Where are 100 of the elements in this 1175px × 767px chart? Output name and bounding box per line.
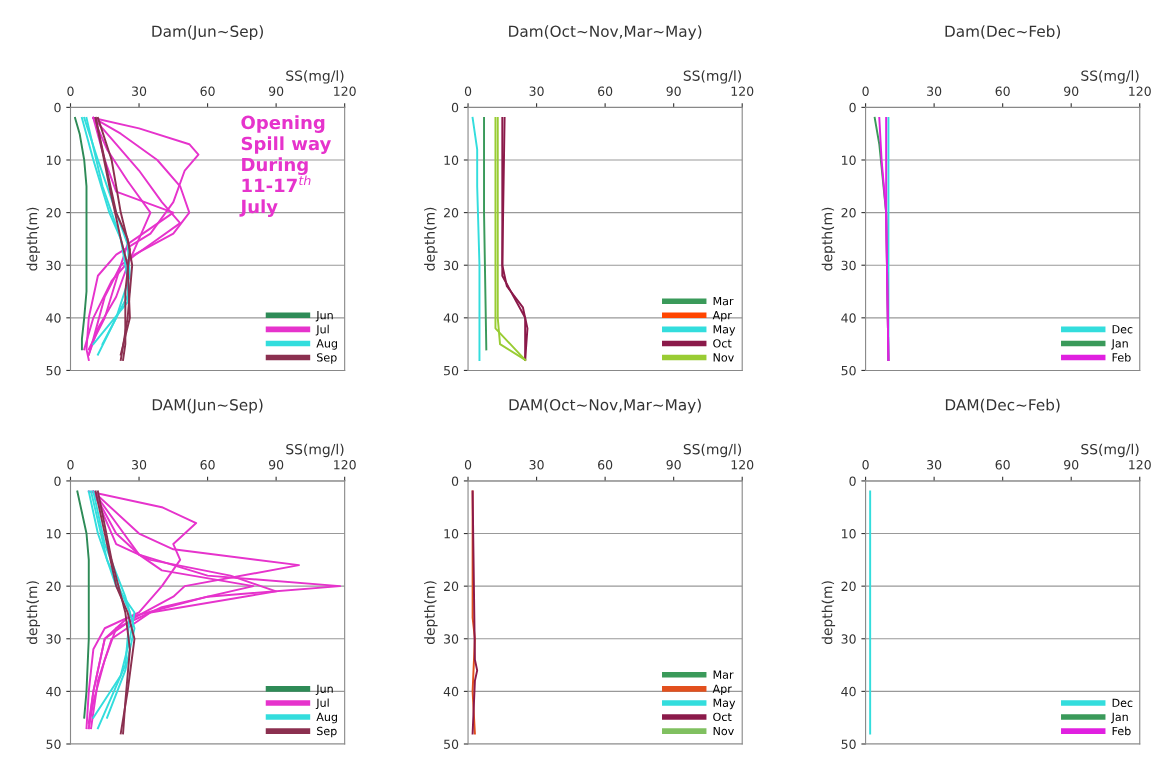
x-tick-label: 0 xyxy=(67,86,74,96)
x-tick-label: 0 xyxy=(464,460,472,470)
y-tick-label: 0 xyxy=(451,476,459,486)
x-tick-label: 60 xyxy=(995,460,1010,470)
x-tick-label: 120 xyxy=(731,460,754,470)
x-tick-label: 0 xyxy=(464,86,472,96)
chart-title: Dam(Oct~Nov,Mar~May) xyxy=(509,25,702,40)
chart-title: Dam(Jun~Sep) xyxy=(152,25,263,40)
y-axis-title: depth(m) xyxy=(26,207,41,271)
chart-title: DAM(Dec~Feb) xyxy=(945,398,1060,413)
y-tick-label: 20 xyxy=(46,581,61,592)
x-tick-label: 90 xyxy=(666,86,681,96)
x-tick-label: 120 xyxy=(1129,460,1151,470)
legend-label: Nov xyxy=(713,353,734,362)
legend-label: Aug xyxy=(316,339,337,350)
y-axis-title: depth(m) xyxy=(821,581,836,645)
x-axis-title: SS(mg/l) xyxy=(683,443,742,458)
x-tick-label: 0 xyxy=(862,86,869,96)
y-tick-label: 50 xyxy=(444,365,459,376)
x-axis-title: SS(mg/l) xyxy=(1081,443,1139,458)
y-tick-label: 50 xyxy=(444,739,459,749)
y-tick-label: 0 xyxy=(849,102,856,113)
x-tick-label: 120 xyxy=(1129,86,1151,96)
legend-label: Jul xyxy=(315,324,329,336)
chart-title: Dam(Dec~Feb) xyxy=(945,25,1061,39)
y-tick-label: 30 xyxy=(444,634,459,644)
y-tick-label: 20 xyxy=(841,581,856,592)
legend-label: Nov xyxy=(713,726,734,736)
legend-label: Apr xyxy=(712,684,732,696)
x-tick-label: 90 xyxy=(268,460,284,470)
x-tick-label: 60 xyxy=(598,86,613,96)
text: Opening Spill way During 11-17$^{th}$ July xyxy=(239,115,332,217)
y-axis-title: depth(m) xyxy=(821,207,836,271)
y-axis-title: depth(m) xyxy=(424,581,438,645)
x-axis-title: SS(mg/l) xyxy=(286,443,344,458)
x-tick-label: 30 xyxy=(132,460,147,470)
y-axis-title: depth(m) xyxy=(26,581,41,645)
y-tick-label: 30 xyxy=(841,634,856,644)
x-tick-label: 120 xyxy=(334,86,356,96)
legend-label: Mar xyxy=(713,670,734,679)
legend-label: Feb xyxy=(1112,353,1131,362)
x-tick-label: 90 xyxy=(666,460,681,470)
x-tick-label: 30 xyxy=(529,86,544,96)
x-tick-label: 120 xyxy=(731,86,754,96)
legend-label: Jul xyxy=(315,698,329,710)
legend-label: Jan xyxy=(1111,712,1128,724)
y-tick-label: 10 xyxy=(842,529,856,539)
y-tick-label: 0 xyxy=(54,476,61,486)
y-tick-label: 20 xyxy=(46,208,61,218)
chart-title: DAM(Jun~Sep) xyxy=(152,398,263,414)
x-tick-label: 30 xyxy=(132,86,147,96)
legend-label: Dec xyxy=(1112,698,1133,707)
x-tick-label: 60 xyxy=(995,86,1010,96)
y-tick-label: 10 xyxy=(46,155,61,165)
legend-label: May xyxy=(713,325,736,336)
x-tick-label: 60 xyxy=(200,460,215,470)
chart-title: DAM(Oct~Nov,Mar~May) xyxy=(509,398,701,414)
x-axis-title: SS(mg/l) xyxy=(1081,70,1139,84)
y-tick-label: 0 xyxy=(849,476,856,486)
y-tick-label: 40 xyxy=(46,686,61,697)
y-tick-label: 40 xyxy=(841,313,856,323)
x-axis-title: SS(mg/l) xyxy=(683,70,742,84)
x-tick-label: 0 xyxy=(67,460,74,470)
legend-label: Sep xyxy=(317,353,337,364)
legend-label: Jun xyxy=(315,311,333,322)
y-tick-label: 20 xyxy=(444,581,459,592)
y-tick-label: 40 xyxy=(46,313,61,323)
y-tick-label: 0 xyxy=(54,102,61,113)
x-tick-label: 60 xyxy=(200,86,215,96)
legend-label: Feb xyxy=(1112,726,1131,736)
y-tick-label: 20 xyxy=(841,208,856,218)
x-tick-label: 0 xyxy=(862,460,869,470)
x-tick-label: 60 xyxy=(598,460,613,470)
y-tick-label: 40 xyxy=(443,686,459,697)
x-axis-title: SS(mg/l) xyxy=(286,70,344,84)
y-tick-label: 10 xyxy=(444,155,459,165)
x-tick-label: 90 xyxy=(1064,460,1079,470)
y-tick-label: 50 xyxy=(46,365,61,376)
legend-label: May xyxy=(713,698,736,710)
y-tick-label: 40 xyxy=(841,686,856,697)
y-tick-label: 30 xyxy=(841,260,856,271)
legend-label: Sep xyxy=(317,726,337,738)
x-tick-label: 30 xyxy=(529,460,544,470)
y-tick-label: 0 xyxy=(451,102,459,113)
x-tick-label: 120 xyxy=(334,460,356,470)
y-tick-label: 30 xyxy=(444,260,459,271)
x-tick-label: 90 xyxy=(268,86,284,96)
y-tick-label: 10 xyxy=(46,529,61,539)
legend-label: Apr xyxy=(712,311,732,322)
y-tick-label: 50 xyxy=(841,739,856,749)
legend-label: Oct xyxy=(713,712,732,722)
y-tick-label: 40 xyxy=(443,313,459,323)
legend-label: Mar xyxy=(713,297,734,306)
y-tick-label: 30 xyxy=(46,260,61,271)
y-tick-label: 10 xyxy=(444,529,459,539)
y-tick-label: 50 xyxy=(46,739,61,749)
y-axis-title: depth(m) xyxy=(424,207,438,271)
x-tick-label: 30 xyxy=(927,86,942,96)
y-tick-label: 50 xyxy=(841,365,856,376)
legend-label: Aug xyxy=(316,712,337,724)
